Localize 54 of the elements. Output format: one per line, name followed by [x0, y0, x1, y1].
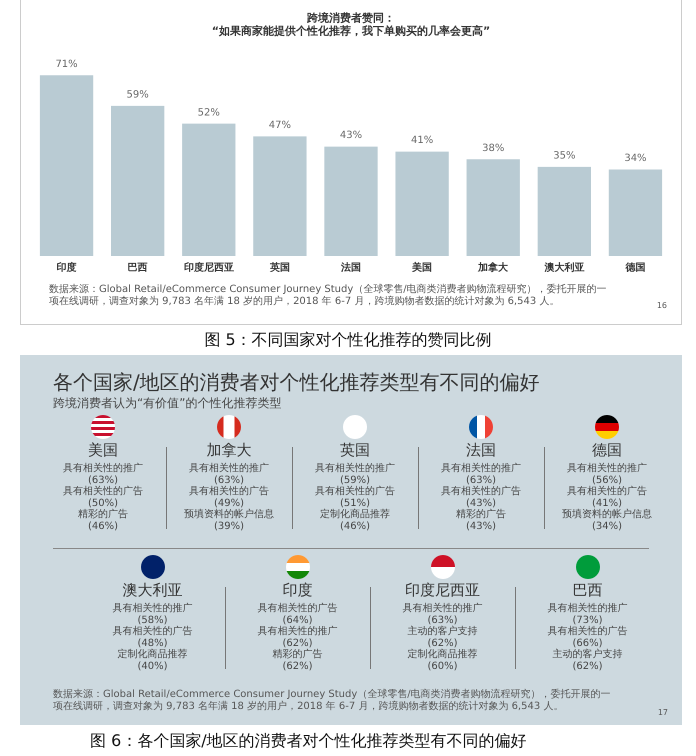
bar: [111, 106, 164, 256]
bar: [395, 152, 449, 256]
bar: [182, 124, 236, 256]
bar: [324, 146, 378, 256]
category-label: 印度尼西亚: [404, 581, 481, 600]
x-tick-label: 巴西: [128, 262, 148, 274]
data-label: 35%: [553, 150, 576, 162]
caption: 图 6：各个国家/地区的消费者对个性化推荐类型有不同的偏好: [90, 731, 527, 752]
x-tick-label: 英国: [268, 262, 290, 274]
category-label: 美国: [87, 441, 119, 460]
text: 16: [656, 300, 667, 312]
category-label: 澳大利亚: [122, 581, 184, 600]
chart-title: 跨境消费者赞同： “如果商家能提供个性化推荐，我下单购买的几率会更高”: [212, 11, 490, 38]
data-label: 47%: [268, 120, 292, 131]
bar: [608, 169, 662, 256]
bar: [466, 159, 520, 256]
data-label: 34%: [624, 153, 647, 164]
category-label: 英国: [339, 441, 371, 460]
text: 具有相关性的推广 (56%) 具有相关性的广告 (41%) 预填资料的帐户信息 (34%): [561, 463, 653, 532]
text: 具有相关性的推广 (63%) 主动的客户支持 (62%) 定制化商品推荐 (60%): [402, 603, 484, 672]
text: 具有相关性的推广 (73%) 具有相关性的广告 (66%) 主动的客户支持 (62%): [546, 603, 628, 672]
data-label: 38%: [482, 142, 504, 154]
x-tick-label: 澳大利亚: [543, 262, 584, 274]
text: 具有相关性的推广 (58%) 具有相关性的广告 (48%) 定制化商品推荐 (40%): [112, 603, 194, 672]
category-label: 法国: [465, 441, 497, 460]
text: 具有相关性的推广 (63%) 具有相关性的广告 (43%) 精彩的广告 (43%): [440, 463, 522, 532]
caption: 图 5：不同国家对个性化推荐的赞同比例: [203, 330, 493, 351]
x-tick-label: 德国: [624, 262, 646, 274]
text: 具有相关性的推广 (59%) 具有相关性的广告 (51%) 定制化商品推荐 (46%): [314, 463, 396, 532]
bar: [40, 75, 94, 256]
category-label: 巴西: [572, 581, 604, 600]
x-tick-label: 印度尼西亚: [184, 262, 234, 274]
source-note: 数据来源：Global Retail/eCommerce Consumer Journey Study（全球零售/电商类消费者购物流程研究），委托开展的一项在线调研，调查对象为 9,783 名年满 18 岁的用户，2018 年 6-7 月，跨境购物者数据的统计对象为 6,543 人。: [49, 284, 608, 308]
bar: [253, 136, 307, 256]
data-label: 43%: [340, 130, 362, 142]
data-label: 71%: [55, 58, 78, 70]
category-label: 印度: [282, 581, 314, 600]
x-tick-label: 法国: [340, 262, 361, 274]
x-tick-label: 印度: [56, 262, 77, 274]
source-note: 数据来源：Global Retail/eCommerce Consumer Journey Study（全球零售/电商类消费者购物流程研究），委托开展的一项在线调研，调查对象为 9,783 名年满 18 岁的用户，2018 年 6-7 月，跨境购物者数据的统计对象为 6,543 人。: [53, 689, 612, 713]
x-tick-label: 加拿大: [477, 262, 510, 274]
text: 具有相关性的推广 (63%) 具有相关性的广告 (50%) 精彩的广告 (46%): [62, 463, 144, 532]
data-label: 59%: [126, 89, 149, 100]
text: 17: [658, 707, 668, 719]
text: 跨境消费者认为“有价值”的个性化推荐类型: [53, 395, 282, 412]
bar: [538, 166, 591, 256]
category-label: 加拿大: [206, 441, 252, 460]
data-label: 41%: [410, 135, 434, 146]
data-label: 52%: [198, 107, 220, 118]
text: 具有相关性的广告 (64%) 具有相关性的推广 (62%) 精彩的广告 (62%): [256, 603, 338, 672]
category-label: 德国: [591, 441, 623, 460]
text: 各个国家/地区的消费者对个性化推荐类型有不同的偏好: [53, 369, 540, 396]
x-tick-label: 美国: [411, 262, 432, 274]
text: 具有相关性的推广 (63%) 具有相关性的广告 (49%) 预填资料的帐户信息 (39%): [183, 463, 275, 532]
